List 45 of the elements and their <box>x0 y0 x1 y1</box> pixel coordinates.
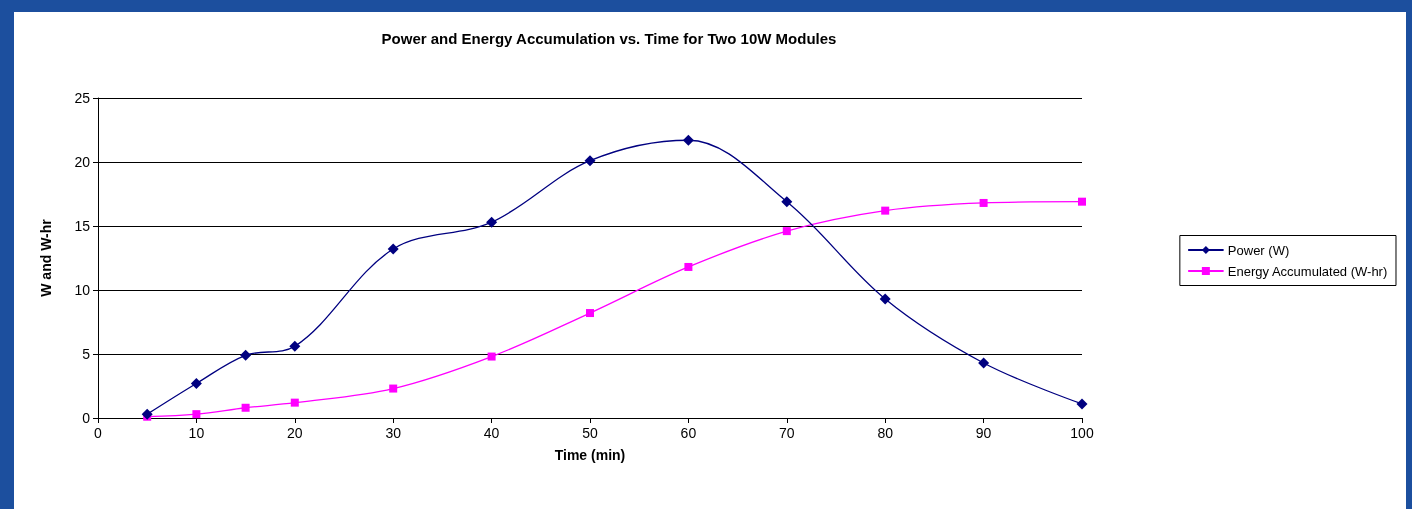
point <box>190 377 202 389</box>
point <box>782 227 791 236</box>
point <box>586 309 594 318</box>
y-tick-label: 20 <box>74 154 91 170</box>
x-axis-title: Time (min) <box>554 447 626 463</box>
y-tick-label: 25 <box>74 90 91 106</box>
y-tick-label: 5 <box>82 346 91 362</box>
x-tick-label: 30 <box>385 425 402 441</box>
point <box>387 243 399 255</box>
point <box>1076 398 1088 410</box>
y-tick-label: 10 <box>74 282 91 298</box>
point <box>979 198 988 207</box>
point <box>684 262 693 271</box>
x-tick-label: 80 <box>877 425 894 441</box>
y-tick-label: 0 <box>82 410 91 426</box>
point <box>584 155 596 167</box>
y-axis-title: W and W-hr <box>38 218 54 297</box>
point <box>781 196 793 208</box>
legend-label: Power (W) <box>1227 242 1290 258</box>
point <box>1078 197 1086 206</box>
chart-title: Power and Energy Accumulation vs. Time for Two 10W Modules <box>381 30 837 47</box>
point <box>241 403 250 412</box>
point <box>682 134 694 146</box>
point <box>879 293 891 305</box>
point <box>192 410 201 419</box>
x-tick-label: 10 <box>188 425 205 441</box>
y-tick-label: 15 <box>74 218 91 234</box>
x-tick-label: 90 <box>975 425 992 441</box>
point <box>881 206 890 215</box>
x-tick-label: 100 <box>1070 425 1094 441</box>
x-tick-label: 70 <box>779 425 795 441</box>
x-tick-label: 0 <box>94 425 103 441</box>
x-tick-label: 40 <box>483 425 500 441</box>
point <box>978 357 990 369</box>
point <box>486 216 498 228</box>
point <box>141 408 153 420</box>
point <box>389 384 398 393</box>
point <box>240 349 252 361</box>
x-tick-label: 50 <box>582 425 598 441</box>
x-tick-label: 60 <box>680 425 697 441</box>
point <box>290 398 299 407</box>
point <box>289 340 301 352</box>
x-tick-label: 20 <box>287 425 303 441</box>
point <box>487 352 496 361</box>
legend-label: Energy Accumulated (W-hr) <box>1227 263 1388 279</box>
